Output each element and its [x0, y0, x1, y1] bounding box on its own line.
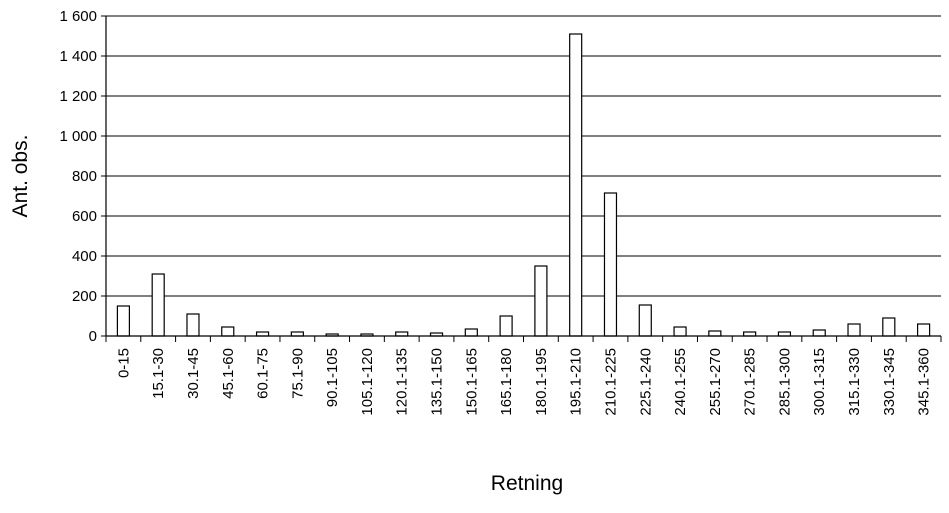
- x-tick-label: 240.1-255: [672, 348, 689, 416]
- x-tick-label: 120.1-135: [394, 348, 411, 416]
- gridlines: [106, 15, 941, 297]
- x-tick-label: 60.1-75: [255, 348, 272, 399]
- axes: [101, 15, 942, 342]
- x-tick-label: 105.1-120: [359, 348, 376, 416]
- x-tick-label: 255.1-270: [707, 348, 724, 416]
- bar: [603, 192, 618, 337]
- bar: [917, 323, 931, 337]
- x-tick-label: 195.1-210: [568, 348, 585, 416]
- bar: [673, 326, 687, 337]
- y-tick-label: 200: [72, 288, 97, 305]
- x-tick-label: 225.1-240: [637, 348, 654, 416]
- x-axis-title: Retning: [491, 472, 563, 495]
- x-tick-label: 300.1-315: [811, 348, 828, 416]
- bars: [116, 33, 931, 337]
- y-tick-label: 1 600: [59, 8, 97, 25]
- y-tick-label: 1 200: [59, 88, 97, 105]
- x-tick-labels: 0-15 15.1-30 30.1-45 45.1-60 60.1-75 75.1-90 9…: [115, 348, 932, 416]
- bar: [151, 273, 165, 337]
- bar: [464, 328, 478, 337]
- y-tick-label: 400: [72, 248, 97, 265]
- bar: [638, 304, 652, 337]
- x-tick-label: 150.1-165: [463, 348, 480, 416]
- x-tick-label: 165.1-180: [498, 348, 515, 416]
- x-tick-label: 135.1-150: [429, 348, 446, 416]
- x-tick-label: 270.1-285: [742, 348, 759, 416]
- y-tick-label: 1 400: [59, 48, 97, 65]
- x-tick-label: 210.1-225: [602, 348, 619, 416]
- x-tick-label: 0-15: [115, 348, 132, 378]
- y-axis-title: Ant. obs.: [9, 135, 32, 218]
- y-tick-label: 600: [72, 208, 97, 225]
- x-tick-label: 30.1-45: [185, 348, 202, 399]
- x-tick-label: 315.1-330: [846, 348, 863, 416]
- bar: [221, 326, 235, 337]
- bar: [499, 315, 513, 337]
- bar: [708, 330, 722, 337]
- bar: [882, 317, 896, 337]
- bar: [847, 323, 861, 337]
- y-tick-label: 0: [89, 328, 97, 345]
- x-tick-label: 75.1-90: [289, 348, 306, 399]
- y-tick-label: 800: [72, 168, 97, 185]
- bar: [116, 305, 130, 337]
- x-tick-label: 180.1-195: [533, 348, 550, 416]
- x-tick-label: 90.1-105: [324, 348, 341, 407]
- x-tick-label: 345.1-360: [916, 348, 933, 416]
- y-tick-label: 1 000: [59, 128, 97, 145]
- bar: [569, 33, 583, 337]
- bar: [534, 265, 548, 337]
- x-tick-label: 15.1-30: [150, 348, 167, 399]
- x-tick-label: 45.1-60: [220, 348, 237, 399]
- bar: [186, 313, 200, 337]
- bar: [812, 329, 826, 337]
- x-tick-label: 285.1-300: [776, 348, 793, 416]
- x-tick-label: 330.1-345: [881, 348, 898, 416]
- y-tick-labels: 0 200 400 600 800 1 000 1 200 1 400 1 600: [59, 8, 97, 345]
